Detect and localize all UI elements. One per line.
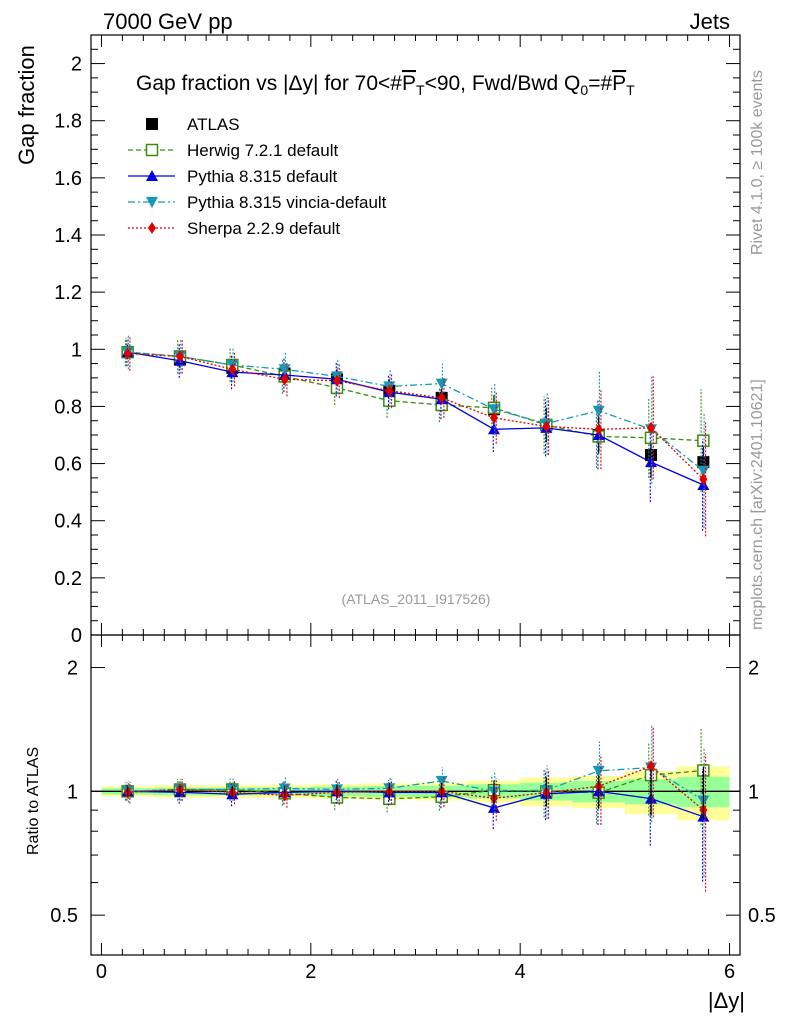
x-tick-label: 6 <box>724 961 735 983</box>
y-axis-label-main: Gap fraction <box>14 45 39 165</box>
ratio-y-tick-label-left: 1 <box>67 781 78 803</box>
y-tick-label-main: 1.4 <box>54 225 82 247</box>
title-prefix: Gap fraction vs |Δy| for 70<# <box>136 72 402 95</box>
y-tick-label-main: 2 <box>71 54 82 76</box>
axes-group: 0 2 4 6 0 0.2 0.4 0.6 0.8 1 1.2 1.4 1.6 1.8 2 0.5 0.5 1 1 2… <box>50 34 776 983</box>
legend-series-marker <box>146 170 158 181</box>
title-t2: T <box>626 82 635 98</box>
legend-series-marker <box>145 143 159 157</box>
series-3-ratio-line <box>127 765 704 811</box>
series-2-line <box>127 351 704 472</box>
series-3-point <box>175 350 184 363</box>
atlas-data-point <box>697 456 710 469</box>
legend-series-marker <box>148 222 156 234</box>
series-3-point <box>332 374 341 387</box>
y-tick-label-main: 1.6 <box>54 168 82 190</box>
y-tick-label-main: 0.2 <box>54 568 82 590</box>
legend-series-label: Herwig 7.2.1 default <box>187 141 338 160</box>
series-3-point <box>385 384 394 397</box>
chart-title: Gap fraction vs |Δy| for 70<#PT<90, Fwd/… <box>136 72 635 98</box>
ratio-series-group <box>121 725 710 892</box>
series-3-point <box>490 411 499 424</box>
x-tick-label: 2 <box>305 961 316 983</box>
series-0-line <box>127 351 704 442</box>
ratio-y-tick-label-left: 0.5 <box>50 905 78 927</box>
y-tick-label-main: 0.4 <box>54 511 82 533</box>
x-axis-label: |Δy| <box>708 988 745 1013</box>
legend-series-marker <box>146 197 158 208</box>
legend-atlas-label: ATLAS <box>187 115 240 134</box>
ratio-y-tick-label-left: 2 <box>67 658 78 680</box>
legend-series-label: Sherpa 2.2.9 default <box>187 219 340 238</box>
series-2-point <box>278 364 291 376</box>
series-3-line <box>127 352 704 480</box>
title-pt1: P <box>402 72 416 95</box>
title-pt2: P <box>612 72 626 95</box>
series-0-ratio-line <box>127 769 704 800</box>
rivet-version-label: Rivet 4.1.0, ≥ 100k events <box>749 70 766 255</box>
legend-series-label: Pythia 8.315 default <box>187 167 338 186</box>
legend-atlas-marker <box>146 118 158 130</box>
title-middle: <90, Fwd/Bwd Q <box>425 72 581 95</box>
series-2-point <box>592 405 605 417</box>
y-tick-label-main: 1.2 <box>54 282 82 304</box>
y-tick-label-main: 1 <box>71 339 82 361</box>
series-2-ratio-point <box>592 765 605 777</box>
series-2-ratio-line <box>127 766 704 801</box>
series-1-point <box>645 456 658 468</box>
title-eq: =# <box>588 72 612 95</box>
legend: ATLAS Herwig 7.2.1 default Pythia 8.315 de… <box>128 115 387 238</box>
ratio-y-tick-label-right: 0.5 <box>748 905 776 927</box>
y-tick-label-main: 0 <box>71 625 82 647</box>
series-0-point <box>697 434 710 447</box>
series-1-line <box>127 351 704 486</box>
series-3-point <box>647 421 656 434</box>
series-3-point <box>437 391 446 404</box>
main-series-group <box>121 335 710 537</box>
title-t1: T <box>416 82 425 98</box>
series-3-ratio-point <box>647 760 656 773</box>
y-tick-label-main: 0.6 <box>54 454 82 476</box>
y-tick-label-main: 0.8 <box>54 396 82 418</box>
y-tick-label-main: 1.8 <box>54 111 82 133</box>
series-2-point <box>697 465 710 477</box>
series-2-ratio-point <box>435 775 448 787</box>
x-tick-label: 0 <box>96 961 107 983</box>
atlas-data-point <box>645 449 658 461</box>
series-2-point <box>488 404 501 416</box>
series-3-point <box>594 423 603 436</box>
header-right-label: Jets <box>690 9 730 34</box>
series-3-point <box>280 373 289 386</box>
title-q-sub: 0 <box>580 82 588 98</box>
series-2-point <box>435 378 448 390</box>
ratio-y-tick-label-right: 2 <box>748 658 759 680</box>
series-1-point <box>488 423 501 435</box>
legend-series-label: Pythia 8.315 vincia-default <box>187 193 387 212</box>
series-3-point <box>228 363 237 376</box>
mcplots-label: mcplots.cern.ch [arXiv:2401.10621] <box>749 379 766 630</box>
ratio-y-tick-label-right: 1 <box>748 781 759 803</box>
y-axis-label-ratio: Ratio to ATLAS <box>25 747 42 855</box>
x-tick-label: 4 <box>515 961 526 983</box>
series-3-point <box>542 420 551 433</box>
analysis-id-annotation: (ATLAS_2011_I917526) <box>342 591 491 607</box>
series-1-ratio-line <box>127 790 704 818</box>
series-3-point <box>123 347 132 360</box>
header-left-label: 7000 GeV pp <box>103 9 233 34</box>
series-3-point <box>699 473 708 486</box>
series-1-ratio-point <box>488 801 501 813</box>
